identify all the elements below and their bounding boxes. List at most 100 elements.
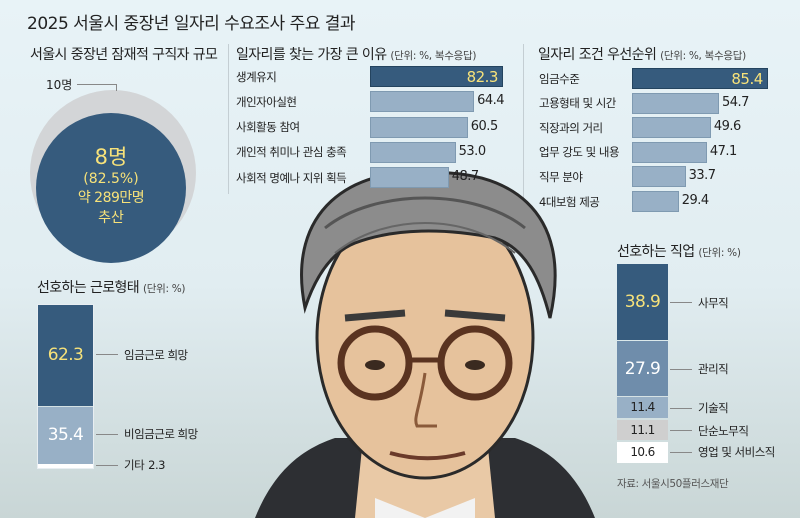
leader-line [77,84,117,85]
bar-label: 업무 강도 및 내용 [539,145,620,160]
divider [228,44,229,194]
stack-segment: 10.6 [617,441,668,463]
legend-label: 비임금근로 희망 [124,427,198,442]
legend-label: 영업 및 서비스직 [698,445,775,460]
legend-label: 기술직 [698,401,729,416]
jobseeker-estimate: 약 289만명 [77,190,145,206]
stack-segment: 11.4 [617,397,668,418]
segment-legend: 비임금근로 희망 [96,426,198,442]
bar: 82.3 [370,66,503,87]
worktype-title: 선호하는 근로형태 (단위: %) [37,277,186,297]
worktype-title-text: 선호하는 근로형태 [37,280,140,296]
leader-line [96,464,118,466]
segment-value: 11.4 [630,400,655,415]
segment-legend: 영업 및 서비스직 [670,444,775,460]
segment-value: 11.1 [630,422,655,437]
bar-label: 개인자아실현 [236,94,297,109]
legend-value: 2.3 [148,458,165,473]
job-stack: 38.9 27.9 11.4 11.1 10.6 [617,264,668,463]
source-note: 자료: 서울시50플러스재단 [617,478,729,490]
bar-label: 사회활동 참여 [236,120,300,135]
worktype-stack: 62.3 35.4 [37,304,94,469]
stack-segment [38,464,93,468]
reasons-unit: (단위: %, 복수응답) [390,50,477,62]
jobseeker-count: 8명 [94,145,128,169]
segment-legend: 단순노무직 [670,423,749,439]
bar-value: 53.0 [458,143,486,159]
total-label: 10명 [46,78,73,92]
segment-legend: 관리직 [670,361,729,377]
bar-label: 사회적 명예나 지위 획득 [236,170,347,185]
segment-legend: 임금근로 희망 [96,347,188,363]
bar-value: 29.4 [681,193,709,208]
worktype-unit: (단위: %) [142,283,186,295]
page-title: 2025 서울시 중장년 일자리 수요조사 주요 결과 [27,14,356,34]
legend-label: 사무직 [698,295,729,310]
priority-title-text: 일자리 조건 우선순위 [538,47,657,63]
segment-legend: 기술직 [670,400,729,416]
leader-line [670,368,692,370]
reasons-title-text: 일자리를 찾는 가장 큰 이유 [236,47,387,63]
bar-label: 임금수준 [539,71,580,86]
leader-line [670,302,692,304]
bar [632,141,707,163]
leader-line [116,84,117,91]
segment-legend: 기타 2.3 [96,457,165,473]
divider [523,44,524,204]
bar-value: 60.5 [470,118,498,134]
bar-label: 개인적 취미나 관심 충족 [236,145,347,160]
job-title-text: 선호하는 직업 [617,244,695,260]
segment-legend: 사무직 [670,295,729,311]
bar [370,167,449,189]
legend-label: 임금근로 희망 [124,347,188,362]
bar-label: 고용형태 및 시간 [539,96,616,111]
stack-segment: 35.4 [38,406,93,465]
leader-line [96,433,118,435]
bar-value: 85.4 [731,70,763,88]
bar [632,191,679,212]
segment-value: 35.4 [47,425,84,446]
bar [632,117,711,139]
segment-value: 10.6 [630,445,655,460]
leader-line [670,407,692,409]
bar-label: 4대보험 제공 [539,194,600,209]
jobseeker-estimate-suffix: 추산 [98,210,124,226]
jobseeker-percent: (82.5%) [83,171,139,187]
bar-value: 64.4 [477,93,505,109]
segment-value: 27.9 [624,358,661,379]
bar-value: 47.1 [709,143,737,159]
bar-value: 82.3 [466,68,499,86]
bar [632,166,686,188]
leader-line [96,354,118,356]
legend-label: 기타 [124,458,145,473]
stack-segment: 27.9 [617,341,668,397]
bar-label: 생계유지 [236,69,277,84]
bar [370,91,475,113]
job-title: 선호하는 직업 (단위: %) [617,241,741,261]
bar-value: 54.7 [721,94,749,110]
segment-value: 62.3 [47,345,84,366]
leader-line [670,451,692,453]
bar-value: 33.7 [688,168,716,184]
stack-segment: 62.3 [38,305,93,406]
bar: 85.4 [632,68,768,89]
portrait-illustration [255,171,595,518]
segment-value: 38.9 [624,292,661,313]
bar-label: 직장과의 거리 [539,120,603,135]
bar [370,141,456,163]
stack-segment: 11.1 [617,419,668,440]
bar-label: 직무 분야 [539,169,583,184]
legend-label: 단순노무직 [698,423,749,438]
priority-unit: (단위: %, 복수응답) [660,50,746,62]
bar-value: 49.6 [713,119,741,135]
reasons-title: 일자리를 찾는 가장 큰 이유 (단위: %, 복수응답) [236,44,476,64]
leader-line [670,430,692,432]
job-unit: (단위: %) [698,247,741,259]
bar-value: 48.7 [451,169,479,185]
bar [370,116,468,138]
potential-jobseekers-title: 서울시 중장년 잠재적 구직자 규모 [30,47,218,63]
priority-title: 일자리 조건 우선순위 (단위: %, 복수응답) [538,44,746,64]
jobseeker-circle: 8명 (82.5%) 약 289만명 추산 [36,113,186,263]
legend-label: 관리직 [698,362,729,377]
